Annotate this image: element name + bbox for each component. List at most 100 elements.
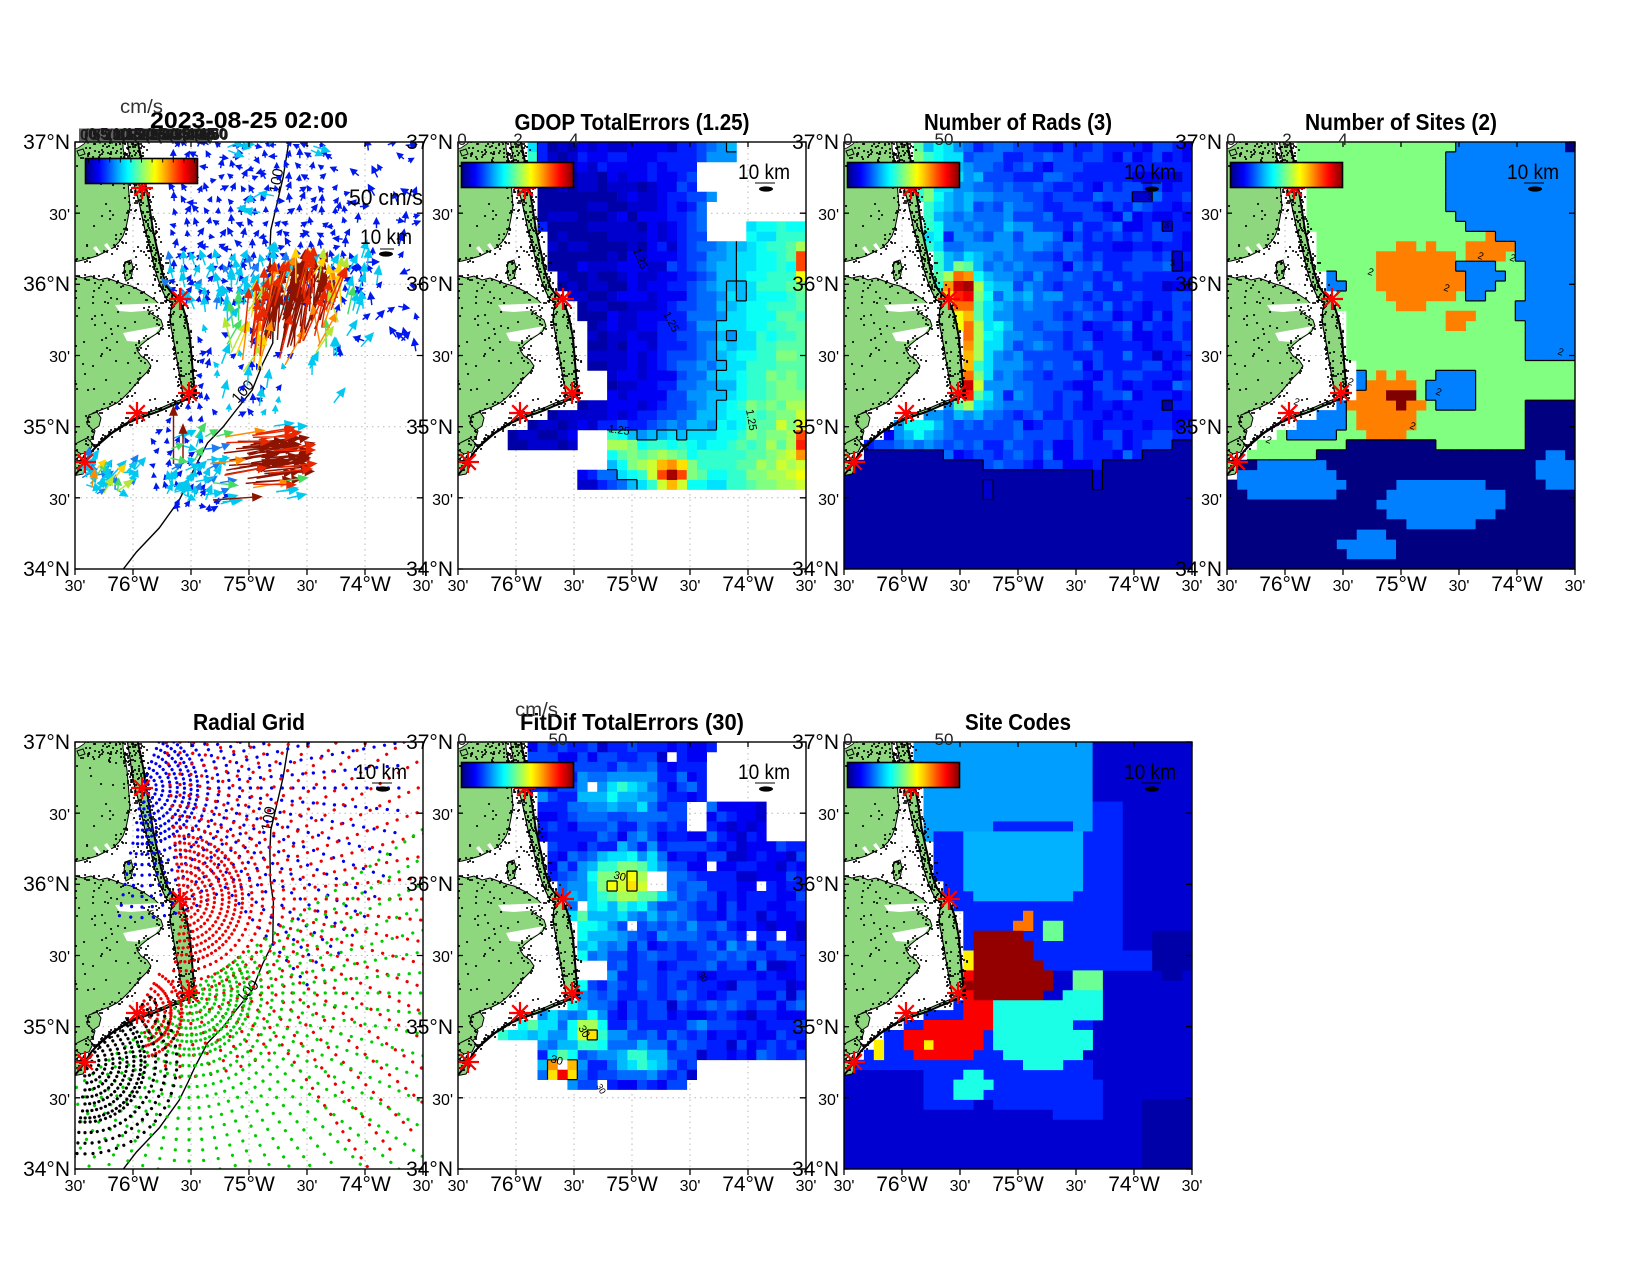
svg-text:cm/s: cm/s	[120, 97, 163, 118]
svg-text:36°N: 36°N	[406, 873, 453, 896]
svg-text:0: 0	[457, 730, 466, 749]
svg-text:35: 35	[165, 127, 183, 144]
svg-text:30': 30'	[49, 1092, 70, 1109]
svg-text:0: 0	[88, 126, 97, 143]
svg-text:76°W: 76°W	[876, 573, 928, 596]
svg-text:35°N: 35°N	[792, 1016, 839, 1039]
svg-text:25: 25	[141, 127, 159, 144]
svg-text:35°N: 35°N	[792, 416, 839, 439]
svg-text:30: 30	[153, 127, 170, 144]
svg-text:45: 45	[190, 127, 208, 144]
svg-text:(20: (20	[133, 127, 155, 144]
svg-text:34°N: 34°N	[23, 558, 70, 581]
svg-text:35°N: 35°N	[23, 416, 70, 439]
svg-text:30': 30'	[950, 578, 971, 595]
svg-text:76°W: 76°W	[107, 573, 159, 596]
svg-text:30': 30'	[1201, 207, 1222, 224]
svg-text:2: 2	[1282, 130, 1291, 149]
svg-text:76°W: 76°W	[876, 1173, 928, 1196]
svg-text:10 km: 10 km	[1124, 161, 1176, 184]
svg-text:10 km: 10 km	[738, 761, 790, 784]
svg-text:76°W: 76°W	[490, 573, 542, 596]
svg-text:(25: (25	[145, 127, 168, 144]
svg-text:2: 2	[1434, 386, 1443, 398]
svg-text:36°N: 36°N	[792, 273, 839, 296]
svg-text:3: 3	[1170, 258, 1175, 268]
svg-text:3: 3	[1148, 192, 1153, 202]
svg-text:36°N: 36°N	[23, 273, 70, 296]
svg-text:50 cm/s: 50 cm/s	[349, 185, 423, 210]
svg-text:50: 50	[202, 127, 219, 144]
svg-text:(0: (0	[84, 127, 98, 144]
svg-text:10: 10	[104, 127, 121, 144]
svg-text:34°N: 34°N	[792, 1158, 839, 1181]
svg-text:30': 30'	[680, 1178, 701, 1195]
svg-text:50: 50	[549, 730, 568, 749]
svg-text:GDOP TotalErrors (1.25): GDOP TotalErrors (1.25)	[515, 109, 750, 135]
svg-text:30': 30'	[1201, 349, 1222, 366]
svg-text:30': 30'	[950, 1178, 971, 1195]
svg-text:34°N: 34°N	[23, 1158, 70, 1181]
svg-text:Site Codes: Site Codes	[965, 709, 1071, 735]
svg-text:(5: (5	[96, 127, 110, 144]
svg-text:100: 100	[258, 805, 279, 833]
svg-text:30': 30'	[65, 1178, 86, 1195]
svg-text:37°N: 37°N	[792, 131, 839, 154]
svg-text:30': 30'	[834, 578, 855, 595]
svg-text:30': 30'	[564, 578, 585, 595]
svg-text:50: 50	[935, 130, 954, 149]
svg-text:2: 2	[1366, 266, 1375, 278]
svg-text:30: 30	[549, 1053, 564, 1068]
svg-text:10 km: 10 km	[1507, 161, 1559, 184]
svg-text:100: 100	[266, 167, 287, 195]
svg-text:30': 30'	[818, 207, 839, 224]
svg-text:30': 30'	[1333, 578, 1354, 595]
svg-text:37°N: 37°N	[23, 131, 70, 154]
svg-text:75°W: 75°W	[223, 573, 275, 596]
svg-text:30': 30'	[1066, 1178, 1087, 1195]
svg-text:1.25: 1.25	[743, 408, 759, 431]
svg-text:30': 30'	[49, 492, 70, 509]
svg-text:(10: (10	[108, 127, 130, 144]
svg-text:37°N: 37°N	[406, 731, 453, 754]
svg-text:37°N: 37°N	[1175, 131, 1222, 154]
svg-text:37°N: 37°N	[23, 731, 70, 754]
svg-text:34°N: 34°N	[792, 558, 839, 581]
svg-text:2: 2	[1442, 282, 1451, 294]
svg-text:30': 30'	[796, 578, 817, 595]
svg-text:FitDif TotalErrors (30): FitDif TotalErrors (30)	[520, 709, 744, 735]
svg-text:30': 30'	[1066, 578, 1087, 595]
svg-text:30': 30'	[181, 578, 202, 595]
svg-text:10 km: 10 km	[1124, 761, 1176, 784]
svg-text:35: 35	[173, 126, 191, 143]
svg-text:36°N: 36°N	[406, 273, 453, 296]
svg-text:0: 0	[80, 127, 89, 144]
svg-text:30': 30'	[796, 1178, 817, 1195]
svg-text:30': 30'	[1182, 578, 1203, 595]
svg-text:50: 50	[935, 730, 954, 749]
svg-text:30': 30'	[413, 578, 434, 595]
svg-text:30': 30'	[65, 578, 86, 595]
svg-text:0: 0	[457, 130, 466, 149]
svg-text:10 km: 10 km	[360, 226, 412, 249]
svg-text:30': 30'	[432, 349, 453, 366]
svg-text:30': 30'	[818, 492, 839, 509]
svg-text:76°W: 76°W	[1259, 573, 1311, 596]
svg-text:10: 10	[112, 126, 129, 143]
svg-text:(35: (35	[169, 127, 192, 144]
svg-text:2: 2	[1264, 434, 1273, 446]
svg-text:20: 20	[129, 127, 146, 144]
svg-text:30': 30'	[1201, 492, 1222, 509]
svg-text:10 km: 10 km	[355, 761, 407, 784]
svg-text:0: 0	[843, 730, 852, 749]
svg-text:(15: (15	[121, 127, 144, 144]
svg-text:(45: (45	[194, 127, 217, 144]
svg-text:4: 4	[1338, 130, 1347, 149]
svg-text:30': 30'	[432, 1092, 453, 1109]
svg-text:30': 30'	[432, 492, 453, 509]
svg-text:30': 30'	[49, 949, 70, 966]
svg-text:74°W: 74°W	[339, 1173, 391, 1196]
svg-text:74°W: 74°W	[1491, 573, 1543, 596]
svg-text:30': 30'	[413, 1178, 434, 1195]
svg-text:cm/s: cm/s	[515, 700, 558, 721]
